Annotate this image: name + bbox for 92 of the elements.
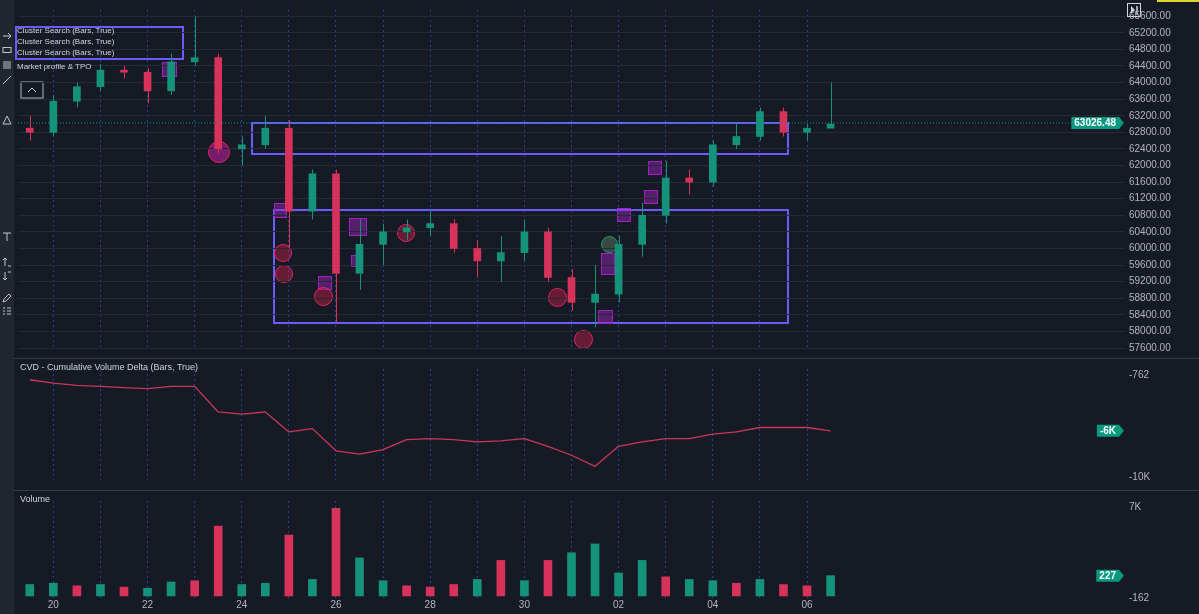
annotation: Cluster Search (Bars, True): [17, 25, 115, 36]
bar: [331, 508, 341, 597]
y-tick-label: 63600.00: [1129, 92, 1172, 104]
y-tick-label: -162: [1129, 591, 1150, 603]
y-tick-label: 60400.00: [1129, 225, 1172, 237]
bar: [96, 584, 105, 597]
x-tick-label: 06: [801, 598, 814, 610]
y-tick-label: -762: [1129, 368, 1150, 380]
y-tick-label: 62400.00: [1129, 142, 1172, 154]
y-tick-label: 61200.00: [1129, 192, 1172, 204]
bar: [378, 580, 388, 597]
bar: [520, 580, 529, 597]
y-tick-label: 58400.00: [1129, 308, 1172, 320]
candlestick: [96, 63, 105, 92]
bar: [143, 588, 152, 597]
y-tick-label: 61600.00: [1129, 175, 1172, 187]
y-tick-label: 64000.00: [1129, 76, 1172, 88]
annotation: 227: [1099, 569, 1117, 581]
x-tick-label: 20: [47, 598, 60, 610]
annotation: Market profile & TPO: [17, 61, 93, 72]
bar: [355, 557, 364, 597]
x-tick-label: 22: [141, 598, 154, 610]
candlestick: [379, 223, 387, 266]
y-tick-label: 64800.00: [1129, 43, 1172, 55]
ref-line-label: 63026.48: [1074, 117, 1117, 129]
bar: [614, 572, 623, 597]
bar: [260, 582, 270, 597]
bar: [708, 580, 718, 597]
candlestick: [520, 218, 529, 262]
y-tick-label: 65200.00: [1129, 26, 1172, 38]
y-tick-label: 60800.00: [1129, 209, 1172, 221]
bar: [308, 579, 317, 597]
candlestick: [779, 106, 788, 137]
bar: [779, 584, 788, 597]
candlestick: [591, 264, 599, 328]
candlestick: [73, 82, 81, 108]
y-tick-label: 62000.00: [1129, 159, 1172, 171]
candlestick: [497, 235, 505, 283]
candlestick: [190, 15, 199, 67]
bar: [472, 579, 482, 597]
x-tick-label: 26: [330, 598, 342, 610]
bar: [496, 560, 506, 597]
candlestick: [473, 239, 482, 278]
chart-title: CVD - Cumulative Volume Delta (Bars, True): [20, 362, 199, 372]
x-tick-label: 30: [518, 598, 531, 610]
y-tick-label: 58000.00: [1129, 325, 1172, 337]
annotation: Cluster Search (Bars, True): [17, 36, 115, 47]
bar: [637, 560, 647, 597]
chart-title: Volume: [20, 494, 51, 504]
bar: [684, 579, 694, 597]
bar: [567, 552, 576, 597]
bar: [402, 585, 411, 597]
candlestick: [732, 123, 741, 150]
bar: [755, 579, 765, 597]
candlestick: [143, 67, 152, 104]
candlestick: [826, 82, 835, 129]
y-tick-label: 64400.00: [1129, 59, 1172, 71]
y-tick-label: -10K: [1129, 471, 1151, 483]
y-tick-label: 57600.00: [1129, 341, 1172, 353]
y-tick-label: 7K: [1129, 500, 1142, 512]
y-tick-label: 58800.00: [1129, 291, 1172, 303]
bar: [25, 584, 35, 597]
candlestick: [237, 135, 246, 167]
bar: [543, 560, 553, 597]
bar: [732, 582, 741, 597]
bar: [425, 586, 435, 597]
x-tick-label: 28: [424, 598, 437, 610]
x-tick-label: 04: [707, 598, 719, 610]
x-tick-label: 02: [613, 598, 625, 610]
candlestick: [25, 115, 34, 142]
bar: [826, 575, 835, 597]
candlestick: [426, 210, 435, 237]
y-tick-label: 65600.00: [1129, 9, 1172, 21]
bar: [449, 584, 459, 597]
candlestick: [261, 115, 270, 150]
y-tick-label: 59200.00: [1129, 275, 1172, 287]
y-tick-label: 59600.00: [1129, 258, 1172, 270]
bar: [237, 584, 247, 597]
x-tick-label: 24: [236, 598, 248, 610]
y-tick-label: 62800.00: [1129, 126, 1172, 138]
bar: [590, 543, 600, 597]
y-tick-label: 63200.00: [1129, 109, 1172, 121]
bar: [284, 534, 294, 597]
bar: [49, 582, 58, 597]
bar: [72, 585, 82, 597]
annotation: Cluster Search (Bars, True): [17, 47, 115, 58]
bar: [661, 576, 671, 597]
annotation: -6K: [1099, 425, 1117, 437]
bar: [190, 580, 199, 597]
y-tick-label: 60000.00: [1129, 242, 1172, 254]
bar: [802, 585, 812, 597]
bar: [213, 525, 223, 597]
